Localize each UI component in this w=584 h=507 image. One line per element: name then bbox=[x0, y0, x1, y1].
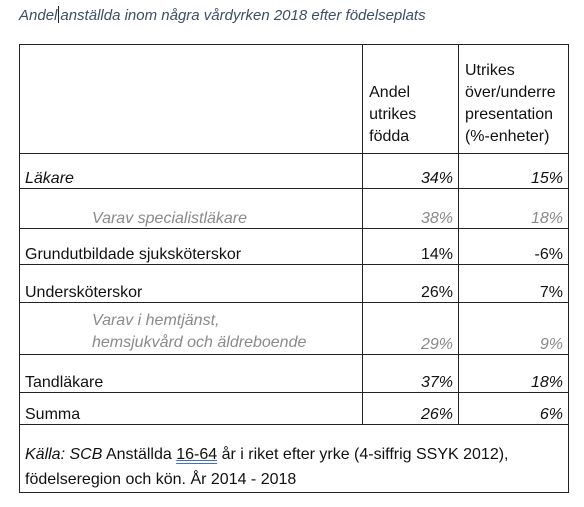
table-row: Läkare 34% 15% bbox=[18, 153, 570, 189]
table-row: Grundutbildade sjuksköterskor 14% -6% bbox=[18, 228, 570, 265]
title-part-2: anställda inom några vårdyrken 2018 efte… bbox=[60, 7, 426, 24]
row-label[interactable]: Läkare bbox=[18, 153, 364, 189]
cell-andel[interactable]: 26% bbox=[362, 264, 459, 303]
text-cursor bbox=[58, 6, 60, 23]
cell-andel[interactable]: 14% bbox=[362, 228, 459, 265]
header-cell-occupation[interactable] bbox=[18, 44, 364, 154]
source-text-a: Anställda bbox=[102, 446, 177, 463]
cell-over[interactable]: 6% bbox=[457, 392, 570, 425]
row-label[interactable]: Summa bbox=[18, 392, 364, 425]
header-cell-overrepresentation[interactable]: Utrikes över/underre presentation (%-enh… bbox=[457, 44, 570, 154]
cell-over[interactable]: 18% bbox=[457, 354, 570, 393]
cell-andel[interactable]: 26% bbox=[362, 392, 459, 425]
cell-over[interactable]: 15% bbox=[457, 153, 570, 189]
table-row: Summa 26% 6% bbox=[18, 392, 570, 425]
occupation-table: Andel utrikes födda Utrikes över/underre… bbox=[18, 44, 570, 493]
table-row: Tandläkare 37% 18% bbox=[18, 354, 570, 393]
title-part-1: Andel bbox=[19, 7, 58, 24]
cell-andel[interactable]: 38% bbox=[362, 188, 459, 229]
source-text-b: år i riket efter yrke (4-siffrig SSYK 20… bbox=[25, 446, 509, 488]
cell-andel[interactable]: 34% bbox=[362, 153, 459, 189]
row-label[interactable]: Undersköterskor bbox=[18, 264, 364, 303]
source-row: Källa: SCB Anställda 16-64 år i riket ef… bbox=[19, 424, 569, 493]
document-title: Andel anställda inom några vårdyrken 2018… bbox=[19, 6, 426, 24]
cell-andel[interactable]: 37% bbox=[362, 354, 459, 393]
source-prefix: Källa: SCB bbox=[25, 446, 103, 463]
cell-over[interactable]: 7% bbox=[457, 264, 570, 303]
table-row: Varav i hemtjänst, hemsjukvård och äldreb… bbox=[18, 302, 570, 355]
table-row: Undersköterskor 26% 7% bbox=[18, 264, 570, 303]
cell-andel[interactable]: 29% bbox=[362, 302, 459, 355]
source-note[interactable]: Källa: SCB Anställda 16-64 år i riket ef… bbox=[19, 424, 569, 493]
row-label-line-2: hemsjukvård och äldreboende bbox=[92, 334, 307, 351]
header-cell-andel[interactable]: Andel utrikes födda bbox=[362, 44, 459, 154]
row-label[interactable]: Varav i hemtjänst, hemsjukvård och äldreb… bbox=[18, 302, 364, 355]
table-row: Varav specialistläkare 38% 18% bbox=[18, 188, 570, 229]
cell-over[interactable]: 9% bbox=[457, 302, 570, 355]
table-header-row: Andel utrikes födda Utrikes över/underre… bbox=[18, 44, 570, 154]
cell-over[interactable]: 18% bbox=[457, 188, 570, 229]
row-label[interactable]: Varav specialistläkare bbox=[18, 188, 364, 229]
cell-over[interactable]: -6% bbox=[457, 228, 570, 265]
row-label[interactable]: Grundutbildade sjuksköterskor bbox=[18, 228, 364, 265]
source-age-range: 16-64 bbox=[176, 446, 218, 463]
row-label-line-1: Varav i hemtjänst, bbox=[92, 312, 220, 329]
row-label[interactable]: Tandläkare bbox=[18, 354, 364, 393]
